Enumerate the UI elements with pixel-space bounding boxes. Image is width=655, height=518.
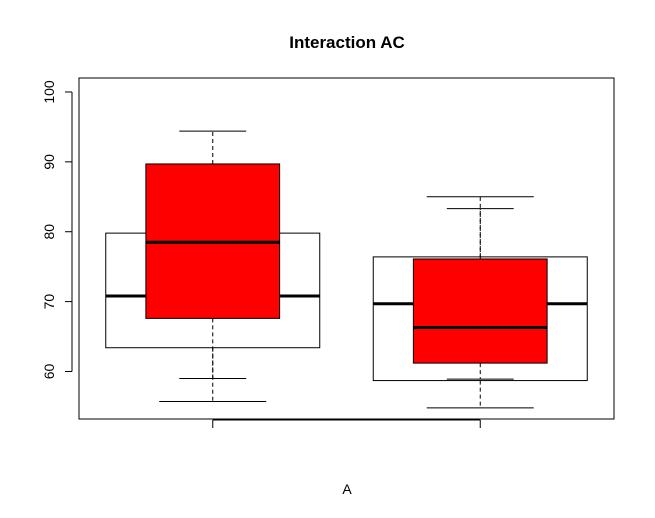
y-tick-label: 100 xyxy=(41,80,57,104)
box-iqr xyxy=(412,258,548,364)
axes: 60 70 80 90 100 xyxy=(41,77,615,428)
box-inner-2 xyxy=(412,208,548,380)
y-tick-label: 80 xyxy=(41,224,57,240)
y-tick-label: 70 xyxy=(41,294,57,310)
x-axis-label: A xyxy=(342,481,352,497)
box-inner-1 xyxy=(145,130,281,379)
y-tick-label: 90 xyxy=(41,154,57,170)
chart-title: Interaction AC xyxy=(289,33,405,52)
y-tick-label: 60 xyxy=(41,363,57,379)
plot-area xyxy=(105,130,588,409)
plot-frame xyxy=(78,77,615,420)
